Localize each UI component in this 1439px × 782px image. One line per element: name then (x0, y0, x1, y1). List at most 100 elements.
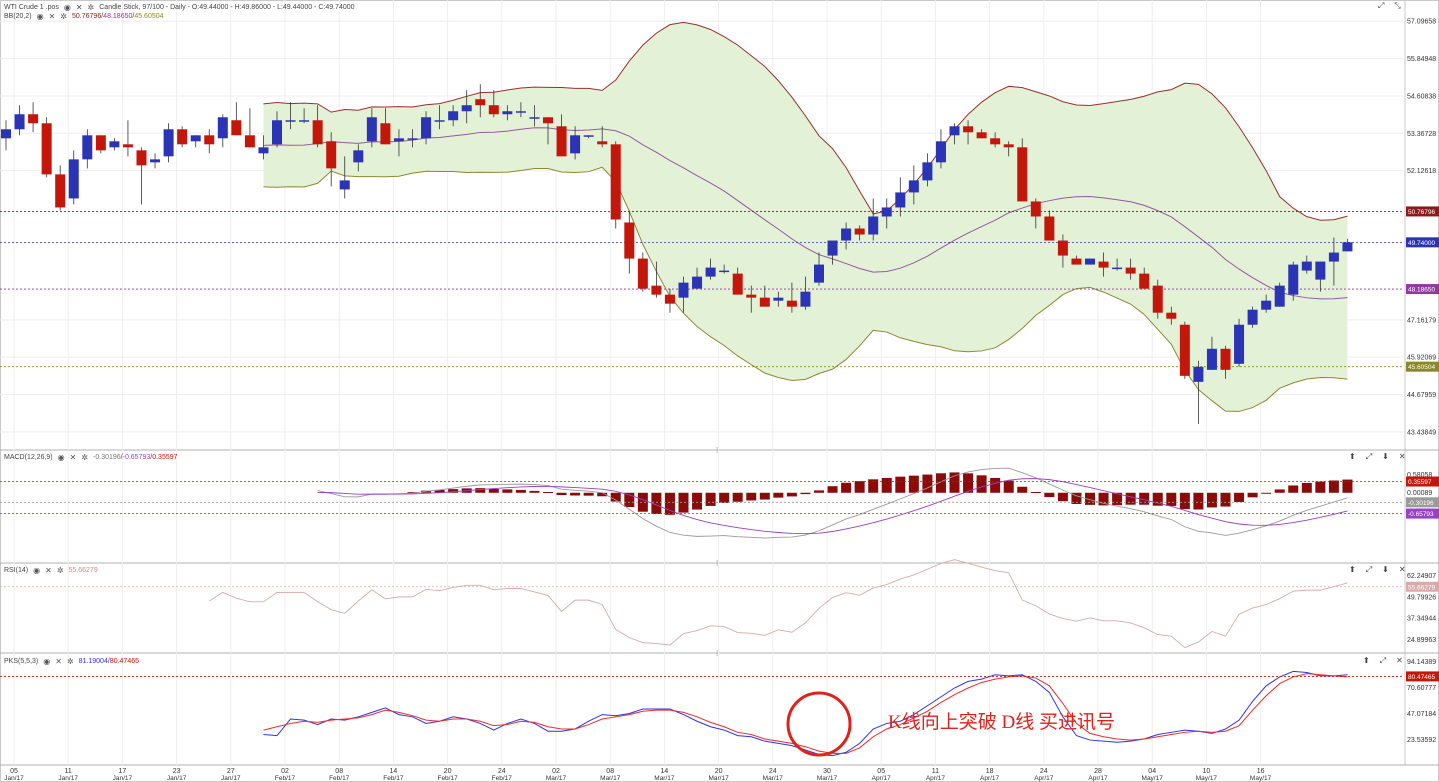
candle-body (637, 258, 648, 289)
gear-icon[interactable]: ✲ (81, 452, 89, 462)
rsi-line (209, 559, 1348, 649)
macd-histogram-bar (814, 490, 824, 493)
macd-histogram-bar (678, 492, 689, 513)
time-tick-month: Jan/17 (113, 775, 133, 782)
close-icon[interactable]: ✕ (75, 2, 83, 12)
close-icon[interactable]: ✕ (48, 11, 56, 21)
pks-header: PKS(5,5,3) ◉ ✕ ✲ 81.19004/80.47465 (4, 656, 139, 666)
candle-body (814, 264, 824, 283)
close-icon[interactable]: ✕ (1398, 452, 1406, 461)
candle-body (41, 123, 52, 175)
time-tick-day: 24 (769, 768, 777, 775)
time-tick-month: Feb/17 (492, 775, 513, 782)
candle-body (299, 120, 310, 122)
gear-icon[interactable]: ✲ (87, 2, 95, 12)
time-tick-day: 02 (281, 768, 289, 775)
candle-body (163, 129, 174, 157)
pane-resize-handle: ⁞ (716, 559, 718, 568)
candle-body (393, 138, 404, 142)
rsi-pane-controls: ⬆ ⤢ ⬇ ✕ (1349, 565, 1406, 575)
move-up-icon[interactable]: ⬆ (1349, 452, 1356, 461)
expand-icon[interactable]: ⤢ (1365, 565, 1373, 574)
candle-body (719, 270, 730, 273)
macd-histogram-bar (407, 492, 418, 494)
pks-tick-label: 94.14389 (1407, 659, 1436, 666)
macd-signal-line (317, 478, 1348, 535)
candle-body (1166, 312, 1177, 319)
macd-signal-value: -0.65793 (122, 453, 151, 461)
candle-body (434, 120, 445, 122)
price-tick-label: 44.67959 (1407, 392, 1436, 399)
time-tick-month: Apr/17 (1088, 775, 1108, 782)
time-tick-day: 20 (444, 768, 452, 775)
gear-icon[interactable]: ✲ (66, 656, 74, 666)
macd-line (317, 467, 1348, 539)
eye-icon[interactable]: ◉ (33, 565, 41, 575)
candle-body (1315, 261, 1326, 280)
time-tick-day: 30 (823, 768, 831, 775)
candle-body (827, 240, 838, 256)
macd-hist-value: 0.35597 (152, 453, 178, 461)
macd-histogram-bar (1085, 492, 1095, 505)
crossover-annotation: K线向上突破 D线 买进讯号 (888, 712, 1115, 733)
time-tick-month: Apr/17 (980, 775, 1000, 782)
candle-body (1274, 285, 1285, 307)
macd-histogram-bar (475, 488, 486, 493)
gear-icon[interactable]: ✲ (56, 565, 64, 575)
expand-icon[interactable]: ⤢ (1379, 656, 1387, 665)
macd-histogram-bar (1003, 480, 1014, 493)
move-down-icon[interactable]: ⬇ (1382, 565, 1389, 574)
macd-histogram-bar (1017, 486, 1028, 493)
candle-body (570, 135, 581, 154)
candle-body (1, 129, 11, 139)
candle-body (1342, 242, 1353, 252)
macd-marker-label: -0.30196 (1408, 500, 1434, 507)
close-icon[interactable]: ✕ (45, 565, 52, 575)
close-icon[interactable]: ✕ (69, 452, 77, 462)
time-tick-day: 05 (10, 768, 18, 775)
macd-histogram-bar (556, 492, 567, 496)
expand-icon[interactable]: ⤢ (1378, 1, 1385, 10)
close-icon[interactable]: ✕ (1398, 565, 1406, 574)
close-icon[interactable]: ✕ (1396, 656, 1403, 665)
pks-d-value: 80.47465 (109, 657, 139, 665)
candle-body (1247, 309, 1258, 325)
eye-icon[interactable]: ◉ (36, 11, 44, 21)
time-tick-day: 24 (498, 768, 506, 775)
move-up-icon[interactable]: ⬆ (1363, 656, 1370, 665)
candle-body (448, 111, 459, 121)
macd-histogram-bar (841, 482, 852, 493)
ohlc-info: Candle Stick, 97/100 - Daily - O:49.4400… (99, 3, 355, 11)
maximize-icon[interactable]: ⤡ (1394, 1, 1401, 10)
candle-body (1017, 147, 1028, 202)
time-tick-month: Jan/17 (221, 775, 241, 782)
candle-body (258, 147, 269, 154)
candle-body (597, 141, 608, 145)
eye-icon[interactable]: ◉ (57, 452, 65, 462)
move-up-icon[interactable]: ⬆ (1349, 565, 1356, 574)
macd-histogram-bar (583, 492, 594, 496)
macd-histogram-bar (1342, 479, 1353, 493)
macd-histogram-bar (651, 492, 662, 514)
candle-body (759, 297, 770, 307)
time-tick-day: 02 (552, 768, 560, 775)
candle-body (746, 294, 757, 298)
macd-histogram-bar (800, 492, 811, 495)
macd-histogram-bar (1044, 492, 1055, 498)
macd-histogram-bar (421, 490, 432, 493)
bb-label: BB(20,2) (4, 12, 32, 20)
time-tick-day: 24 (1040, 768, 1048, 775)
bb-lower-value: 45.60504 (134, 12, 164, 20)
candle-body (610, 144, 621, 220)
expand-icon[interactable]: ⤢ (1365, 452, 1373, 461)
eye-icon[interactable]: ◉ (63, 2, 71, 12)
eye-icon[interactable]: ◉ (43, 656, 51, 666)
move-down-icon[interactable]: ⬇ (1382, 452, 1389, 461)
time-tick-month: Apr/17 (1034, 775, 1054, 782)
close-icon[interactable]: ✕ (55, 656, 62, 666)
candle-body (1139, 273, 1150, 289)
gear-icon[interactable]: ✲ (60, 11, 68, 21)
candle-body (475, 99, 486, 106)
macd-histogram-bar (610, 492, 621, 502)
